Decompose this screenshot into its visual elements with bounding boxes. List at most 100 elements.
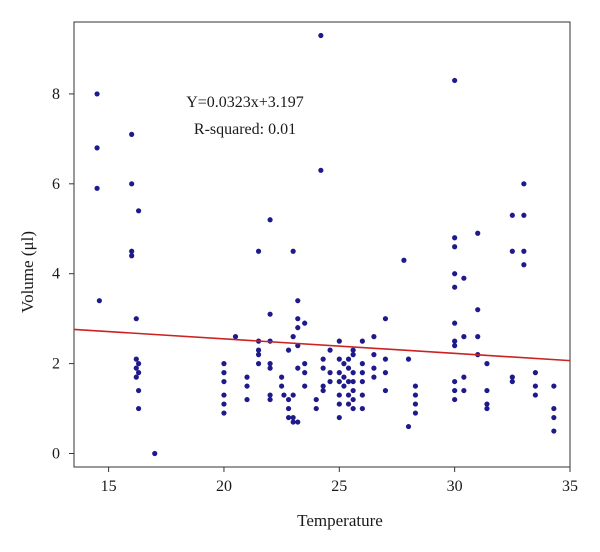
data-point	[133, 374, 139, 380]
data-point	[551, 405, 557, 412]
data-point	[133, 356, 139, 362]
data-point	[281, 392, 287, 398]
data-point	[475, 230, 481, 236]
data-point	[221, 392, 227, 398]
data-point	[371, 334, 377, 340]
data-point	[279, 383, 285, 389]
data-point	[532, 392, 538, 398]
data-point	[267, 396, 273, 403]
data-point	[461, 275, 467, 281]
data-point	[401, 257, 407, 263]
data-point	[551, 383, 557, 389]
data-point	[336, 414, 342, 421]
y-tick-label: 4	[52, 266, 60, 283]
data-point	[509, 248, 515, 254]
data-point	[359, 392, 365, 398]
data-point	[475, 307, 481, 313]
data-point	[129, 131, 135, 137]
data-point	[129, 248, 135, 254]
data-point	[255, 248, 262, 254]
data-point	[135, 361, 142, 367]
y-tick-label: 8	[52, 86, 60, 103]
y-axis-title: Volume (μl)	[18, 231, 37, 313]
data-point	[327, 378, 333, 385]
x-tick-label: 25	[331, 478, 347, 495]
data-point	[336, 401, 342, 407]
y-tick-label: 0	[52, 446, 60, 463]
data-point	[371, 374, 377, 380]
data-point	[350, 378, 356, 385]
data-point	[302, 320, 308, 326]
data-point	[290, 248, 296, 254]
data-point	[532, 383, 538, 389]
data-point	[412, 392, 419, 398]
x-tick-label: 20	[216, 478, 232, 495]
data-point	[341, 374, 347, 380]
data-point	[412, 383, 419, 389]
data-point	[336, 378, 342, 385]
data-point	[521, 248, 527, 254]
data-point	[551, 414, 557, 421]
points-layer	[94, 32, 557, 457]
data-point	[290, 334, 296, 340]
data-point	[521, 262, 527, 268]
data-point	[336, 338, 342, 344]
data-point	[509, 374, 515, 380]
data-point	[133, 365, 139, 371]
data-point	[509, 378, 515, 385]
data-point	[290, 419, 296, 425]
data-point	[350, 370, 356, 376]
data-point	[359, 370, 365, 376]
data-point	[452, 77, 458, 84]
data-point	[290, 414, 296, 421]
data-point	[345, 356, 352, 362]
data-point	[475, 334, 481, 340]
data-point	[244, 396, 250, 403]
data-point	[135, 387, 142, 394]
data-point	[521, 212, 527, 218]
data-point	[452, 271, 458, 277]
data-point	[341, 383, 347, 389]
data-point	[461, 334, 467, 340]
data-point	[452, 396, 458, 403]
data-point	[452, 320, 458, 326]
data-point	[267, 365, 273, 371]
x-axis-ticks: 15 20 25 30 35	[101, 467, 578, 495]
data-point	[285, 396, 292, 403]
data-point	[152, 450, 158, 457]
data-point	[336, 392, 342, 398]
data-point	[382, 316, 389, 322]
data-point	[327, 347, 333, 353]
x-tick-label: 15	[101, 478, 117, 495]
data-point	[94, 145, 100, 151]
data-point	[405, 356, 412, 362]
data-point	[295, 316, 301, 322]
data-point	[452, 343, 458, 349]
data-point	[341, 361, 347, 367]
data-point	[336, 370, 342, 376]
data-point	[382, 387, 389, 394]
data-point	[94, 91, 100, 97]
data-point	[255, 352, 262, 358]
data-point	[521, 181, 527, 187]
data-point	[129, 181, 135, 187]
data-point	[382, 370, 389, 376]
data-point	[350, 387, 356, 394]
plot-frame	[73, 21, 571, 468]
data-point	[135, 370, 142, 376]
y-axis-ticks: 0 2 4 6 8	[52, 86, 74, 463]
data-point	[221, 370, 227, 376]
data-point	[135, 208, 142, 214]
data-point	[336, 356, 342, 362]
data-point	[279, 374, 285, 380]
data-point	[452, 244, 458, 250]
data-point	[509, 212, 515, 218]
data-point	[359, 338, 365, 344]
data-point	[452, 284, 458, 290]
data-point	[412, 410, 419, 416]
data-point	[484, 401, 490, 407]
data-point	[345, 392, 352, 398]
data-point	[232, 334, 239, 340]
data-point	[371, 365, 377, 371]
